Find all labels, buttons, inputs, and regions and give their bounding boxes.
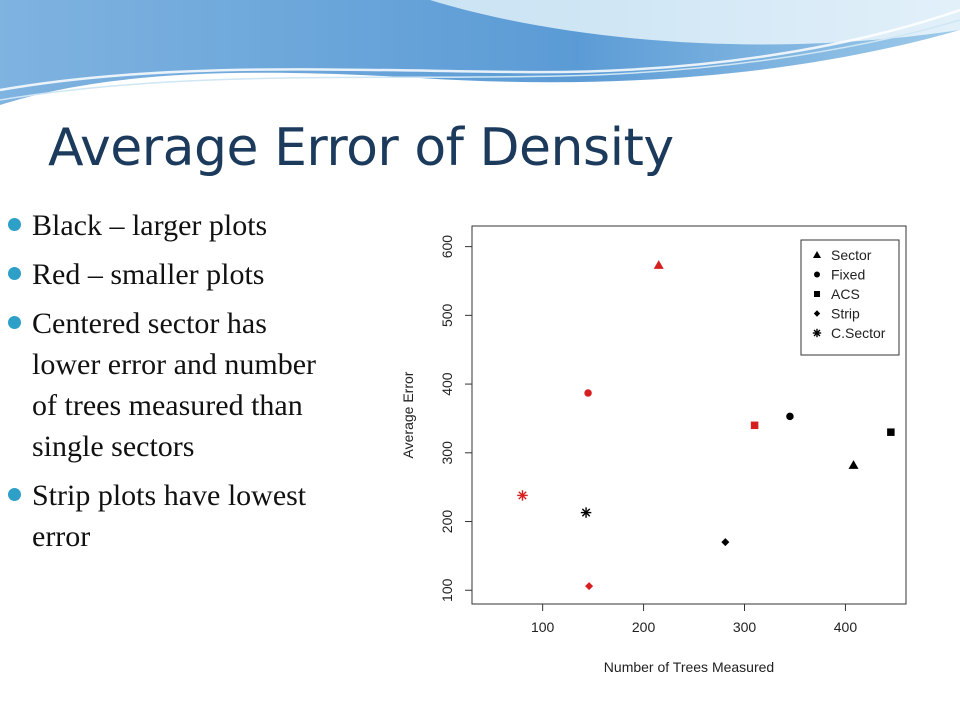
- bullet-text: Black – larger plots: [32, 209, 268, 242]
- bullet-text: Red – smaller plots: [32, 258, 265, 291]
- data-point-triangle: [848, 460, 859, 469]
- x-tick-label: 300: [733, 619, 757, 635]
- scatter-chart-svg: 100 200 300 400 100 200 300 400 500 600 Number of …: [400, 225, 907, 675]
- legend-label: ACS: [831, 286, 860, 302]
- bullet-dot-icon: [8, 218, 21, 231]
- y-tick-label: 400: [439, 372, 455, 396]
- y-axis-title: Average Error: [400, 371, 416, 458]
- y-tick-label: 100: [439, 578, 455, 602]
- plot-frame: [471, 225, 907, 605]
- bullet-item: Strip plots have lowest error: [0, 475, 340, 557]
- y-tick-label: 600: [439, 235, 455, 259]
- x-tick-label: 100: [531, 619, 555, 635]
- data-point-diamond: [721, 538, 730, 547]
- legend-marker-square: [814, 291, 820, 297]
- y-tick-label: 500: [439, 303, 455, 327]
- bullet-item: Centered sector has lower error and numb…: [0, 303, 340, 467]
- header-wave-decoration: [0, 0, 960, 105]
- bullet-text: Centered sector has lower error and numb…: [32, 307, 317, 463]
- legend-marker-triangle: [813, 251, 821, 258]
- data-point-triangle: [653, 260, 664, 269]
- legend-marker-diamond: [813, 310, 821, 317]
- slide-title: Average Error of Density: [48, 118, 674, 178]
- legend-marker-asterisk: [812, 328, 822, 338]
- y-tick-label: 300: [439, 441, 455, 465]
- legend-label: C.Sector: [831, 325, 886, 341]
- data-point-square: [887, 428, 895, 436]
- legend-label: Strip: [831, 306, 860, 322]
- bullet-dot-icon: [8, 488, 21, 501]
- bullet-item: Black – larger plots: [0, 205, 340, 246]
- bullet-item: Red – smaller plots: [0, 254, 340, 295]
- data-point-circle: [584, 389, 592, 397]
- y-tick-label: 200: [439, 510, 455, 534]
- bullet-dot-icon: [8, 267, 21, 280]
- data-point-asterisk: [517, 490, 528, 501]
- bullet-list: Black – larger plots Red – smaller plots…: [0, 205, 340, 565]
- scatter-chart: 100 200 300 400 100 200 300 400 500 600 Number of …: [393, 214, 949, 700]
- bullet-text: Strip plots have lowest error: [32, 479, 307, 553]
- x-axis-title: Number of Trees Measured: [604, 659, 774, 675]
- data-point-diamond: [585, 582, 594, 591]
- data-point-circle: [786, 412, 794, 421]
- data-point-asterisk: [580, 507, 592, 518]
- x-tick-label: 200: [632, 619, 656, 635]
- data-point-square: [750, 421, 759, 430]
- bullet-dot-icon: [8, 316, 21, 329]
- x-tick-label: 400: [834, 619, 858, 635]
- legend-label: Fixed: [831, 267, 865, 283]
- legend-label: Sector: [831, 247, 872, 263]
- legend-marker-circle: [814, 271, 820, 278]
